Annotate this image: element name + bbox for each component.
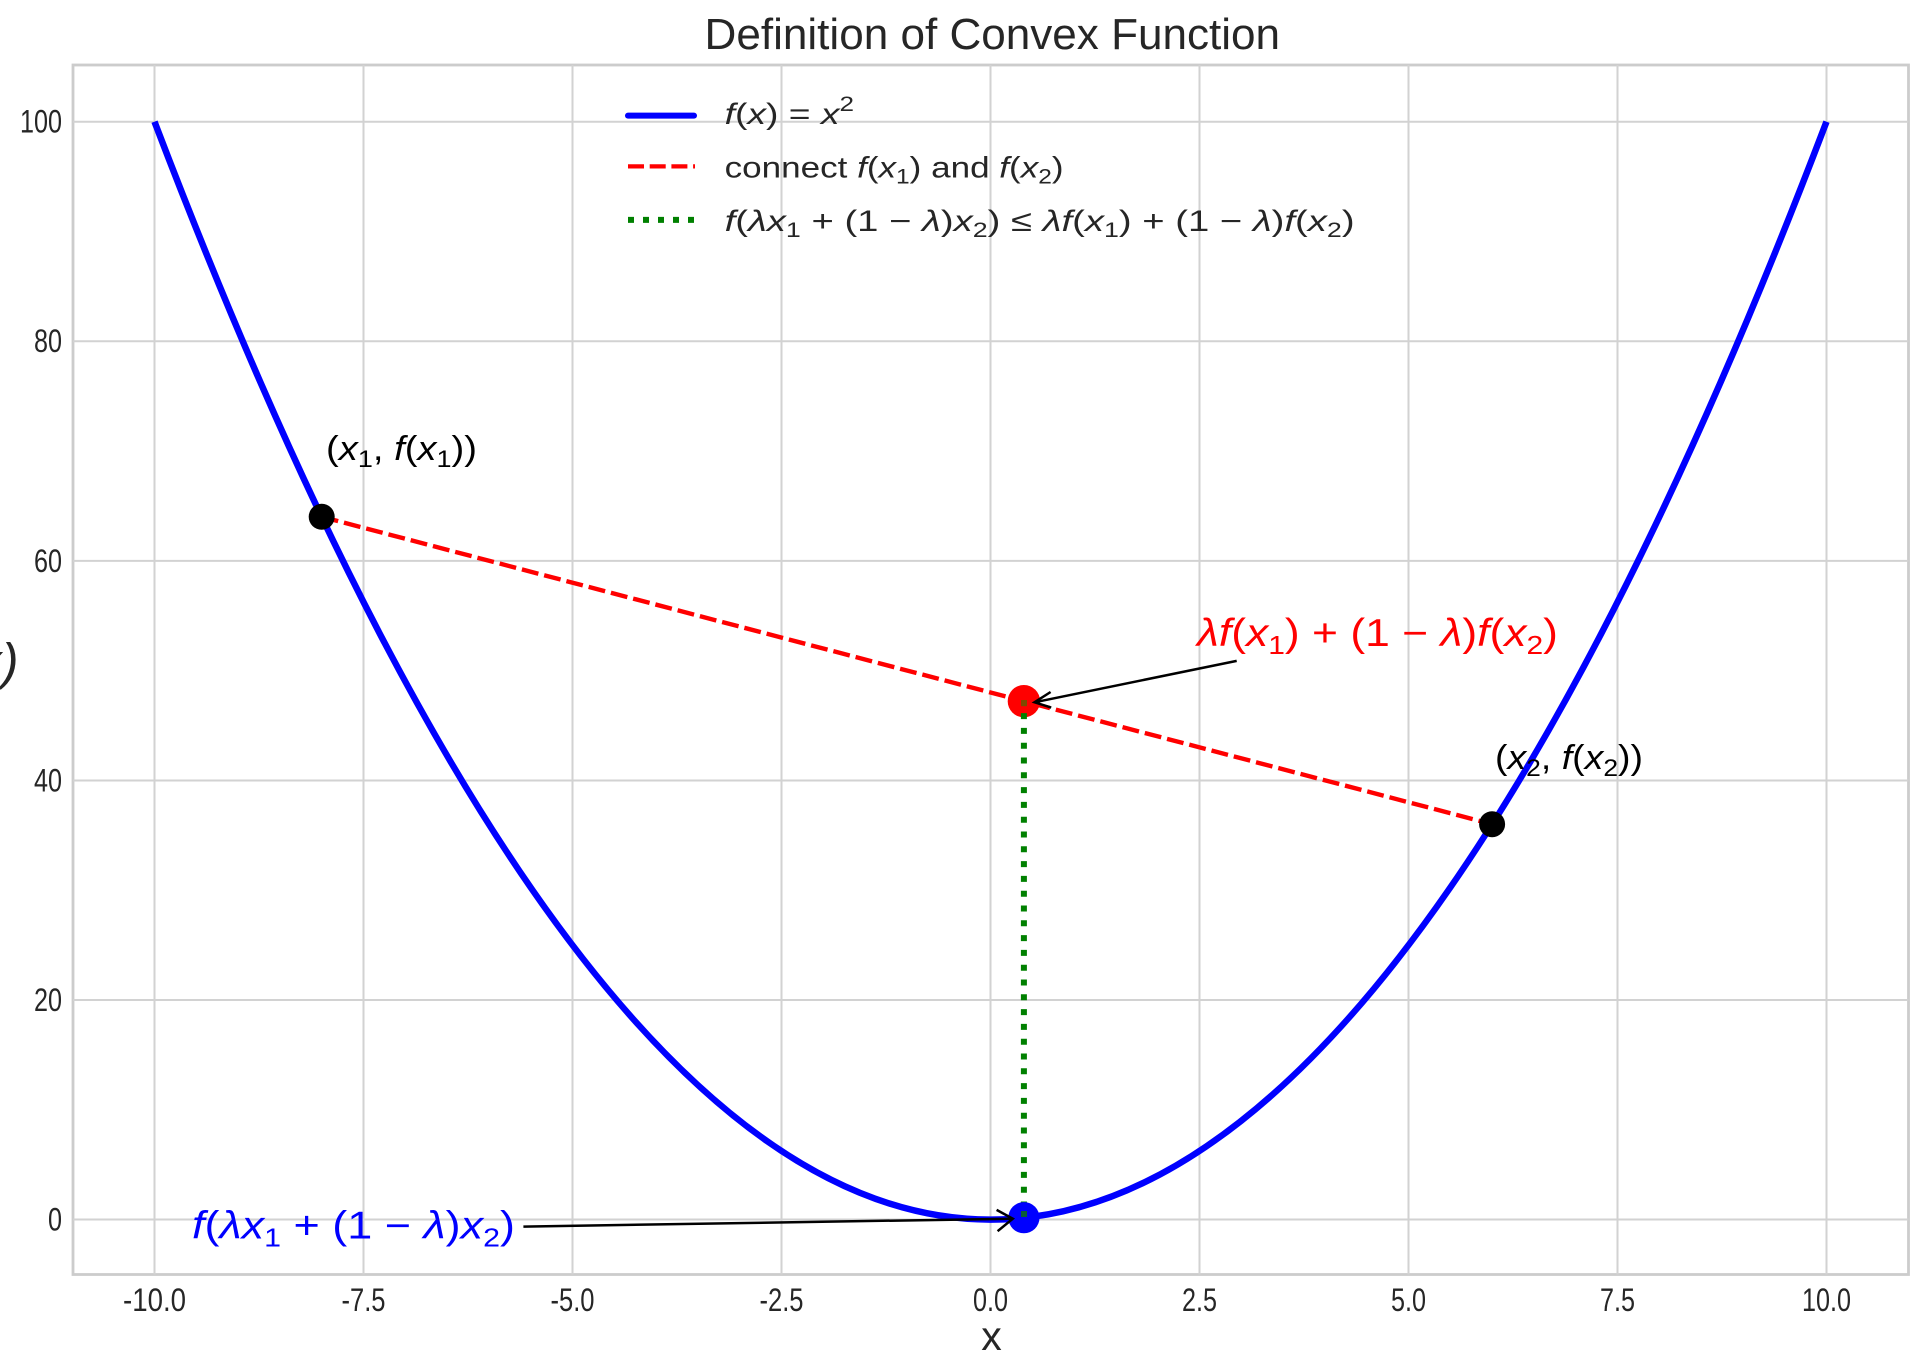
svg-text:f(λx1 + (1 − λ)x2): f(λx 1 + (1 − λ)x 2) <box>192 1205 515 1253</box>
svg-text:0: 0 <box>48 1201 62 1237</box>
svg-text:0.0: 0.0 <box>973 1282 1008 1318</box>
svg-text:f(λx1 + (1 − λ)x2) ≤ λf(x1) +: f(λx 1 + (1 − λ)x 2) ≤ λf (x 1) + (1 − λ)f(x… <box>725 205 1355 242</box>
svg-text:2.5: 2.5 <box>1182 1282 1217 1318</box>
svg-text:x: x <box>981 1313 1002 1359</box>
svg-text:f(x): f(x) <box>0 633 19 690</box>
svg-text:λf(x1) + (1 − λ)f(x2): λf (x 1) + (1 − λ)f(x 2) <box>1195 612 1558 660</box>
svg-text:20: 20 <box>34 982 62 1018</box>
svg-text:100: 100 <box>20 104 62 140</box>
svg-text:-10.0: -10.0 <box>123 1282 186 1318</box>
svg-text:5.0: 5.0 <box>1391 1282 1426 1318</box>
svg-text:-7.5: -7.5 <box>342 1282 386 1318</box>
svg-text:(x1, f(x1)): (x1, f(x1)) <box>326 430 477 473</box>
svg-text:-2.5: -2.5 <box>760 1282 804 1318</box>
svg-text:7.5: 7.5 <box>1600 1282 1635 1318</box>
svg-text:-5.0: -5.0 <box>551 1282 595 1318</box>
svg-text:Definition of Convex Function: Definition of Convex Function <box>705 10 1281 59</box>
svg-text:(x2, f(x2)): (x2, f(x2)) <box>1495 739 1643 782</box>
svg-text:f(x) = x2: f(x) = x2 <box>725 93 855 131</box>
svg-text:10.0: 10.0 <box>1802 1282 1851 1318</box>
svg-text:80: 80 <box>34 323 62 359</box>
svg-text:40: 40 <box>34 762 62 798</box>
svg-text:60: 60 <box>34 543 62 579</box>
svg-text:connect f(x1) and f(x2): connect f(x 1) and f(x 2) <box>725 152 1064 189</box>
